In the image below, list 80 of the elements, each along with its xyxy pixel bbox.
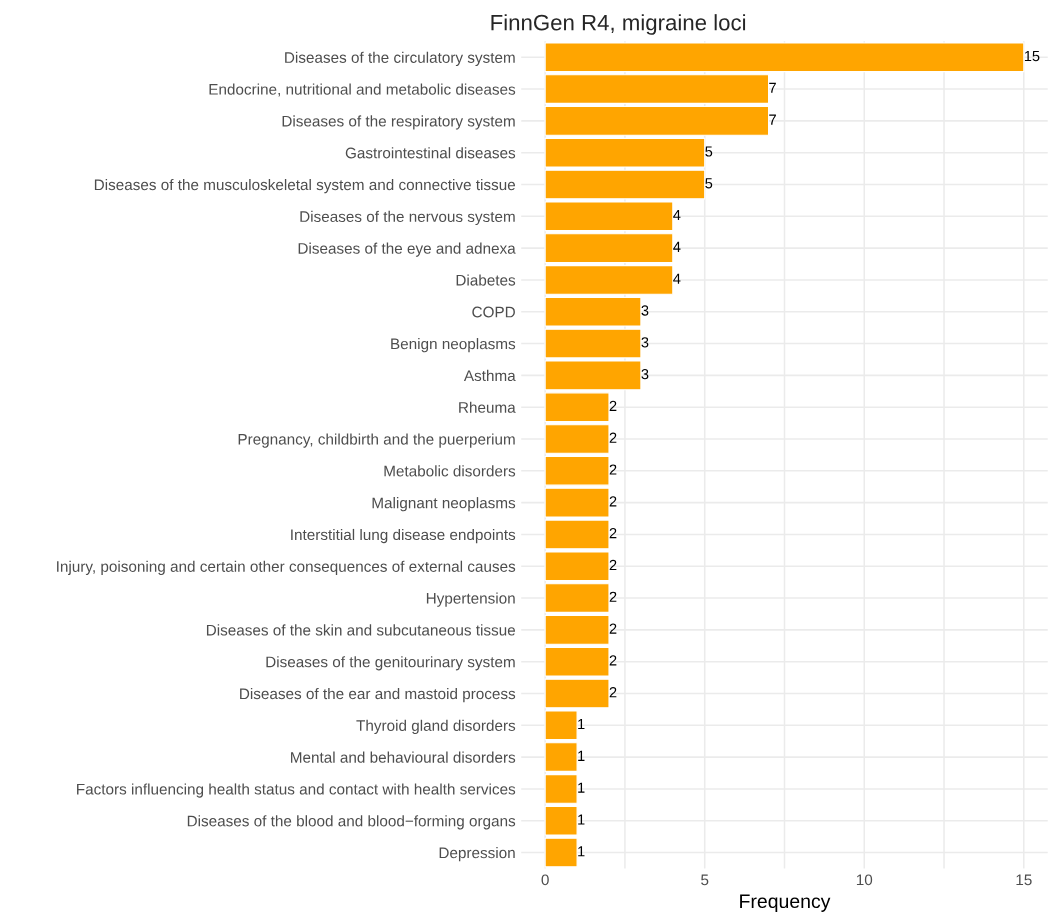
data-label: 1	[578, 719, 585, 730]
data-label: 2	[609, 591, 617, 602]
bar	[544, 296, 642, 327]
data-label: 3	[641, 368, 649, 380]
y-tick-label: Diseases of the eye and adnexa	[298, 242, 516, 257]
y-tick-label: COPD	[472, 306, 515, 318]
bar	[544, 392, 610, 423]
y-tick-label: Factors influencing health status and contact with health services	[77, 783, 516, 798]
y-tick-label: Diseases of the musculoskeletal system and connective tissue	[94, 178, 516, 194]
y-tick-label: Malignant neoplasms	[372, 497, 516, 512]
y-tick-label: Mental and behavioural disorders	[291, 751, 516, 763]
bar	[544, 710, 578, 741]
data-label: 4	[673, 273, 681, 284]
y-tick-label: Diseases of the ear and mastoid process	[240, 687, 516, 703]
bar	[544, 137, 706, 168]
data-label: 2	[609, 687, 617, 698]
y-tick-label: Injury, poisoning and certain other consequences of external causes	[57, 560, 516, 575]
bar	[544, 74, 770, 104]
data-label: 7	[769, 114, 776, 125]
bar	[544, 583, 610, 613]
data-label: 7	[769, 82, 776, 93]
x-tick-label: 15	[1016, 874, 1032, 886]
data-label: 1	[578, 846, 585, 857]
y-tick-label: Diabetes	[456, 274, 516, 286]
y-tick-label: Benign neoplasms	[391, 338, 516, 353]
y-tick-label: Asthma	[463, 369, 516, 382]
y-tick-label: Diseases of the skin and subcutaneous tissue	[206, 624, 516, 636]
y-tick-label: Depression	[439, 847, 515, 862]
data-label: 1	[578, 750, 585, 761]
data-label: 2	[609, 496, 617, 507]
bar	[544, 106, 770, 136]
y-tick-label: Gastrointestinal diseases	[345, 147, 516, 159]
bar	[544, 805, 578, 836]
data-label: 1	[578, 814, 585, 825]
x-axis-title: Frequency	[740, 894, 831, 912]
y-tick-label: Diseases of the nervous system	[300, 210, 515, 226]
data-label: 3	[641, 305, 649, 316]
data-label: 1	[578, 782, 585, 793]
y-tick-label: Diseases of the genitourinary system	[266, 656, 515, 671]
data-label: 3	[641, 337, 649, 348]
x-tick-label: 5	[701, 874, 709, 886]
bar	[544, 169, 706, 200]
bar	[544, 233, 674, 264]
data-label: 2	[609, 655, 617, 666]
y-tick-label: Diseases of the blood and blood−forming organs	[187, 815, 516, 830]
bar	[544, 455, 610, 486]
x-tick-label: 0	[541, 874, 549, 886]
data-label: 15	[1024, 51, 1040, 62]
y-tick-label: Hypertension	[426, 592, 515, 607]
bar	[544, 774, 578, 804]
data-label: 2	[609, 432, 617, 443]
bar	[544, 42, 1025, 73]
bar	[544, 265, 674, 295]
bar	[544, 646, 610, 677]
data-label: 4	[673, 241, 681, 252]
bar	[544, 742, 578, 772]
y-tick-label: Thyroid gland disorders	[356, 719, 516, 735]
data-label: 2	[609, 623, 617, 634]
bar	[544, 424, 610, 454]
x-tick-label: 10	[856, 874, 873, 886]
y-tick-label: Pregnancy, childbirth and the puerperium	[238, 433, 515, 448]
data-label: 2	[609, 559, 617, 571]
y-tick-label: Endocrine, nutritional and metabolic diseases	[209, 83, 516, 97]
data-label: 2	[609, 464, 617, 475]
bar	[544, 837, 578, 868]
bar	[544, 551, 610, 582]
y-tick-label: Interstitial lung disease endpoints	[291, 528, 516, 544]
bar	[544, 201, 674, 232]
data-label: 5	[705, 146, 713, 157]
bar	[544, 614, 610, 645]
y-tick-label: Metabolic disorders	[384, 465, 516, 477]
chart-title: FinnGen R4, migraine loci	[491, 14, 746, 35]
data-label: 4	[673, 210, 681, 221]
y-tick-label: Rheuma	[459, 401, 516, 413]
y-tick-label: Diseases of the circulatory system	[285, 51, 515, 66]
data-label: 2	[609, 400, 617, 411]
y-tick-label: Diseases of the respiratory system	[282, 115, 515, 130]
data-label: 5	[705, 178, 713, 189]
bar	[544, 678, 610, 709]
data-label: 2	[609, 528, 617, 539]
